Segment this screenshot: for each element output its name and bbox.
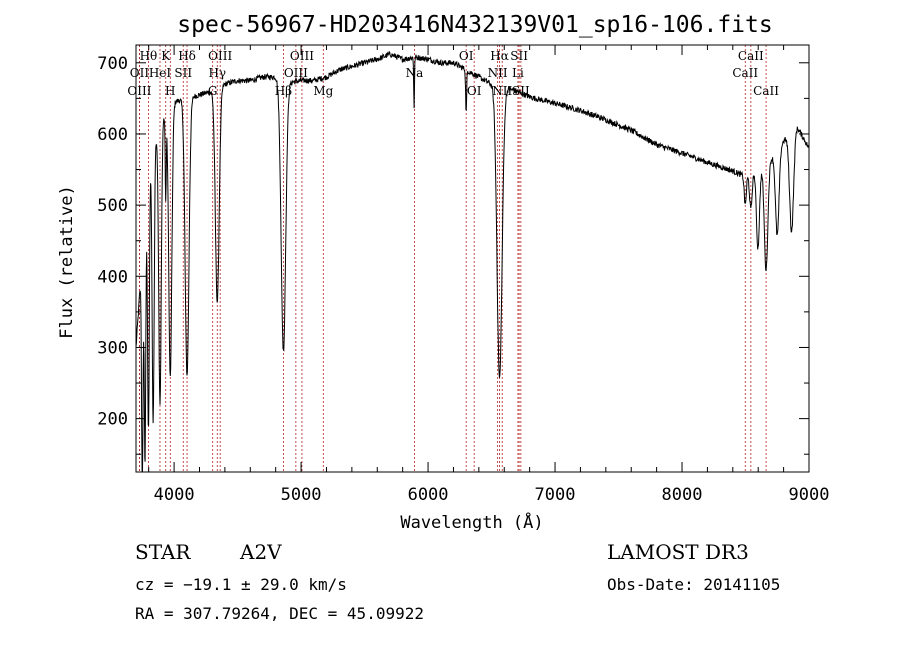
line-label: OIII xyxy=(290,49,314,63)
y-tick-label: 200 xyxy=(97,410,128,430)
redshift-info: cz = −19.1 ± 29.0 km/s xyxy=(135,575,347,594)
line-label: Hθ xyxy=(140,49,158,63)
y-tick-label: 500 xyxy=(97,196,128,216)
line-label: Hδ xyxy=(178,49,196,63)
line-label: Mg xyxy=(313,84,333,98)
x-tick-label: 8000 xyxy=(662,485,703,505)
x-axis: 4000 5000 6000 7000 8000 9000 xyxy=(148,45,830,505)
line-label: Hβ xyxy=(275,84,292,98)
line-label: Hα xyxy=(490,49,509,63)
line-label: OIII xyxy=(127,84,151,98)
x-tick-label: 9000 xyxy=(789,485,830,505)
line-label: OIII xyxy=(208,49,232,63)
y-axis: 200 300 400 500 600 700 xyxy=(97,54,809,455)
line-marker-group xyxy=(139,45,767,472)
x-tick-label: 7000 xyxy=(535,485,576,505)
line-label: H xyxy=(165,84,175,98)
line-label: Hγ xyxy=(208,66,226,80)
line-label: OII xyxy=(130,66,150,80)
line-label: CaII xyxy=(732,66,758,80)
y-tick-label: 700 xyxy=(97,54,128,74)
spectrum-group xyxy=(135,50,809,473)
x-tick-label: 6000 xyxy=(408,485,449,505)
x-axis-label: Wavelength (Å) xyxy=(400,511,543,533)
line-label: OIII xyxy=(284,66,308,80)
line-label: SII xyxy=(510,49,528,63)
line-label: K xyxy=(161,49,171,63)
line-label: CaII xyxy=(738,49,764,63)
chart-title: spec-56967-HD203416N432139V01_sp16-106.f… xyxy=(177,12,772,38)
line-label: Li xyxy=(512,66,524,80)
line-label: SII xyxy=(174,66,192,80)
spectral-class: A2V xyxy=(239,540,282,564)
line-label: OI xyxy=(467,84,482,98)
spectrum-line xyxy=(135,50,809,473)
line-label: HeI xyxy=(149,66,172,80)
line-label: G xyxy=(208,84,218,98)
line-label: NII xyxy=(488,66,508,80)
obs-date: Obs-Date: 20141105 xyxy=(607,575,780,594)
plot-frame xyxy=(135,44,810,473)
y-tick-label: 600 xyxy=(97,125,128,145)
y-tick-label: 300 xyxy=(97,338,128,358)
survey-name: LAMOST DR3 xyxy=(607,540,749,564)
object-type: STAR xyxy=(135,540,191,564)
line-label: OI xyxy=(459,49,474,63)
x-tick-label: 5000 xyxy=(281,485,322,505)
x-tick-label: 4000 xyxy=(154,485,195,505)
line-label: CaII xyxy=(753,84,779,98)
y-axis-label: Flux (relative) xyxy=(57,185,77,339)
y-tick-label: 400 xyxy=(97,267,128,287)
coordinates: RA = 307.79264, DEC = 45.09922 xyxy=(135,604,424,623)
